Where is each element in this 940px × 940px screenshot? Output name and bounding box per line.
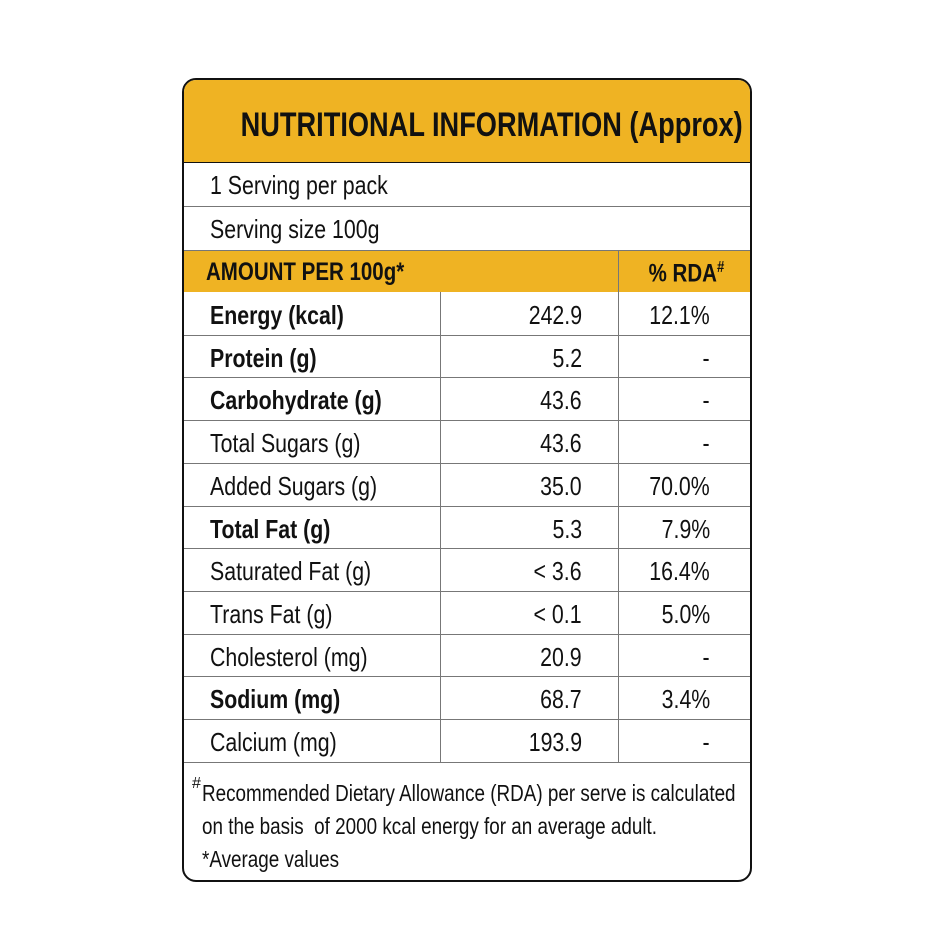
rule [184,377,750,379]
rule [184,761,750,763]
rule [184,162,750,163]
rule [184,590,750,592]
nutrient-rda: - [702,385,710,416]
rda-mark: # [716,259,724,276]
nutrient-name: Carbohydrate (g) [210,385,382,416]
nutrient-rda: - [702,727,710,757]
rule [184,633,750,635]
title-band [184,80,750,162]
rule [184,334,750,336]
nutrient-amount: 68.7 [540,684,582,715]
rule [184,505,750,507]
rda-label: % RDA [648,259,717,288]
nutrient-amount: < 0.1 [533,598,582,629]
nutrient-name: Sodium (mg) [210,684,341,715]
nutrient-name: Trans Fat (g) [210,598,333,629]
nutrient-rda: 16.4% [649,556,710,587]
nutrient-name: Total Fat (g) [210,513,331,544]
serving-text: Serving size 100g [210,214,380,244]
nutrient-rda: - [702,342,710,373]
nutrient-amount: 43.6 [540,385,582,416]
nutrient-name: Cholesterol (mg) [210,641,368,672]
header-rda: % RDA# [648,260,724,286]
rule [184,420,750,422]
header-band [184,250,750,292]
header-amount: AMOUNT PER 100g* [206,258,405,286]
nutrient-rda: 5.0% [661,598,710,629]
title: NUTRITIONAL INFORMATION (Approx) [240,106,743,144]
rule [184,250,750,251]
nutrient-name: Added Sugars (g) [210,470,378,501]
nutrient-rda: 12.1% [649,300,710,330]
nutrient-name: Total Sugars (g) [210,428,361,459]
nutrient-rda: - [702,641,710,672]
nutrient-rda: 3.4% [661,684,710,715]
nutrient-name: Protein (g) [210,342,317,373]
nutrient-amount: 20.9 [540,641,582,672]
column-rule [618,250,619,292]
rule [184,676,750,678]
nutrient-amount: 35.0 [540,470,582,501]
rule [184,462,750,464]
nutrient-amount: 5.2 [552,342,582,373]
column-rule [440,292,441,762]
nutrient-amount: 5.3 [552,513,582,544]
nutrient-amount: 43.6 [540,428,582,459]
nutrient-rda: 70.0% [649,470,710,501]
rule [184,206,750,207]
nutrient-amount: 193.9 [528,727,582,757]
footnote-text: on the basis of 2000 kcal energy for an … [202,812,658,839]
nutrient-amount: < 3.6 [533,556,582,587]
column-rule [618,292,619,762]
nutrient-amount: 242.9 [528,300,582,330]
nutrient-name: Energy (kcal) [210,300,344,330]
serving-text: 1 Serving per pack [210,170,388,200]
footnote-mark: # [192,774,201,792]
nutrient-rda: 7.9% [661,513,710,544]
rule [184,548,750,550]
footnote-text: Recommended Dietary Allowance (RDA) per … [202,779,736,806]
rule [184,719,750,720]
nutrient-rda: - [702,428,710,459]
nutrient-name: Saturated Fat (g) [210,556,372,587]
average-note: *Average values [202,845,340,872]
nutrient-name: Calcium (mg) [210,727,337,757]
nutrition-label: NUTRITIONAL INFORMATION (Approx) 1 Servi… [182,78,752,882]
